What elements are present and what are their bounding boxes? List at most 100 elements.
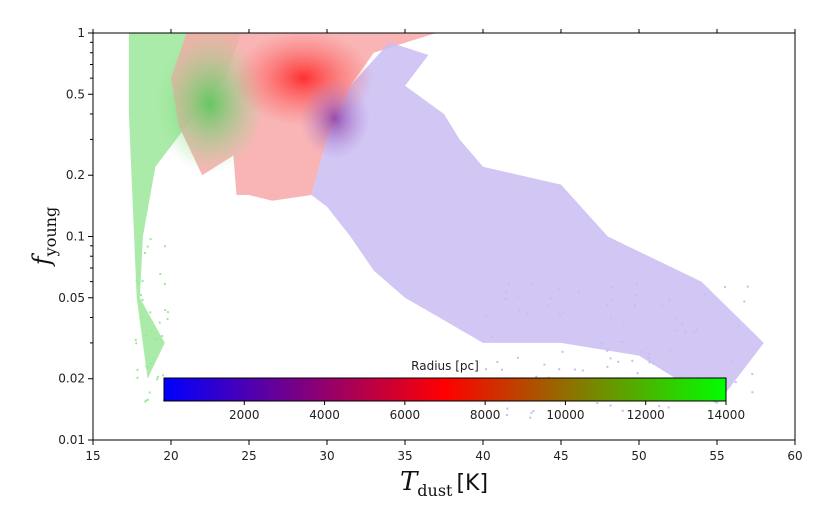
speckle	[159, 273, 162, 275]
speckle	[161, 335, 164, 338]
speckle	[163, 283, 166, 286]
speckle	[609, 357, 612, 360]
speckle	[658, 405, 661, 408]
speckle	[751, 372, 754, 375]
speckle	[734, 381, 737, 384]
x-axis-title: Tdust [K]	[400, 467, 488, 500]
y-tick-label: 0.02	[58, 372, 85, 386]
speckle	[704, 293, 707, 296]
speckle	[164, 245, 166, 248]
speckle	[631, 359, 634, 362]
density-region-2	[311, 42, 764, 405]
speckle	[550, 297, 552, 300]
x-tick-label: 50	[631, 449, 646, 463]
x-tick-label: 25	[241, 449, 256, 463]
speckle	[621, 409, 624, 412]
speckle	[147, 366, 150, 369]
speckle	[146, 398, 149, 401]
speckle	[636, 372, 639, 375]
speckle	[136, 368, 139, 371]
speckle	[562, 311, 565, 314]
speckle	[561, 350, 564, 353]
x-tick-label: 30	[319, 449, 334, 463]
speckle	[636, 283, 639, 285]
speckle	[144, 252, 146, 254]
speckle	[141, 280, 144, 283]
speckle	[152, 357, 154, 360]
speckle	[696, 328, 699, 331]
speckle	[648, 361, 651, 364]
speckle	[606, 365, 609, 368]
speckle	[516, 356, 519, 359]
speckle	[505, 291, 508, 294]
y-tick-label: 0.2	[66, 168, 85, 182]
x-tick-label: 15	[85, 449, 100, 463]
speckle	[139, 293, 142, 296]
x-tick-label: 55	[709, 449, 724, 463]
speckle	[491, 335, 494, 338]
speckle	[508, 282, 511, 285]
speckle	[150, 329, 153, 332]
speckle	[543, 363, 546, 366]
speckle	[684, 330, 687, 333]
speckle	[648, 353, 650, 356]
speckle	[558, 368, 561, 371]
speckle	[532, 410, 535, 412]
purple-core	[299, 78, 370, 159]
speckle	[675, 317, 678, 320]
speckle	[530, 283, 533, 286]
y-tick-label: 0.1	[66, 230, 85, 244]
speckle	[158, 321, 161, 324]
speckle	[634, 294, 637, 297]
speckle	[155, 338, 158, 341]
speckle	[135, 279, 138, 282]
speckle	[661, 304, 664, 307]
y-tick-label: 0.5	[66, 87, 85, 101]
speckle	[149, 238, 152, 241]
y-tick-label: 0.05	[58, 291, 85, 305]
colorbar-tick-label: 6000	[390, 408, 421, 422]
speckle	[156, 378, 159, 381]
speckle	[724, 285, 726, 288]
colorbar-tick-label: 12000	[627, 408, 665, 422]
speckle	[737, 325, 740, 328]
speckle	[558, 313, 561, 316]
x-tick-label: 20	[163, 449, 178, 463]
colorbar-title: Radius [pc]	[411, 359, 479, 373]
speckle	[144, 399, 147, 402]
speckle	[516, 295, 519, 298]
x-axis-ticks: 15 20 25 30 35 40 45 50 55 60	[85, 29, 803, 463]
speckle	[547, 304, 550, 307]
speckle	[681, 322, 684, 325]
speckle	[751, 391, 754, 394]
speckle	[526, 312, 529, 315]
colorbar-tick-label: 8000	[470, 408, 501, 422]
speckle	[145, 365, 148, 368]
colorbar-tick-label: 4000	[309, 408, 340, 422]
speckle	[581, 369, 584, 372]
speckle	[611, 298, 614, 301]
speckle	[140, 315, 143, 318]
speckle	[146, 245, 149, 248]
speckle	[606, 349, 609, 352]
speckle	[134, 338, 137, 341]
speckle	[506, 407, 509, 410]
speckle	[638, 413, 641, 416]
speckle	[164, 308, 167, 311]
speckle	[149, 311, 152, 314]
speckle	[607, 348, 610, 351]
y-tick-label: 1	[77, 26, 85, 40]
colorbar-tick-label: 14000	[707, 408, 745, 422]
speckle	[667, 406, 670, 409]
speckle	[633, 304, 636, 307]
speckle	[501, 368, 503, 371]
speckle	[148, 391, 151, 394]
speckle	[135, 342, 138, 345]
speckle	[506, 414, 508, 416]
x-tick-label: 60	[787, 449, 802, 463]
speckle	[166, 317, 169, 320]
speckle	[518, 309, 521, 312]
speckle	[136, 376, 139, 379]
speckle	[647, 357, 650, 360]
x-tick-label: 40	[475, 449, 490, 463]
